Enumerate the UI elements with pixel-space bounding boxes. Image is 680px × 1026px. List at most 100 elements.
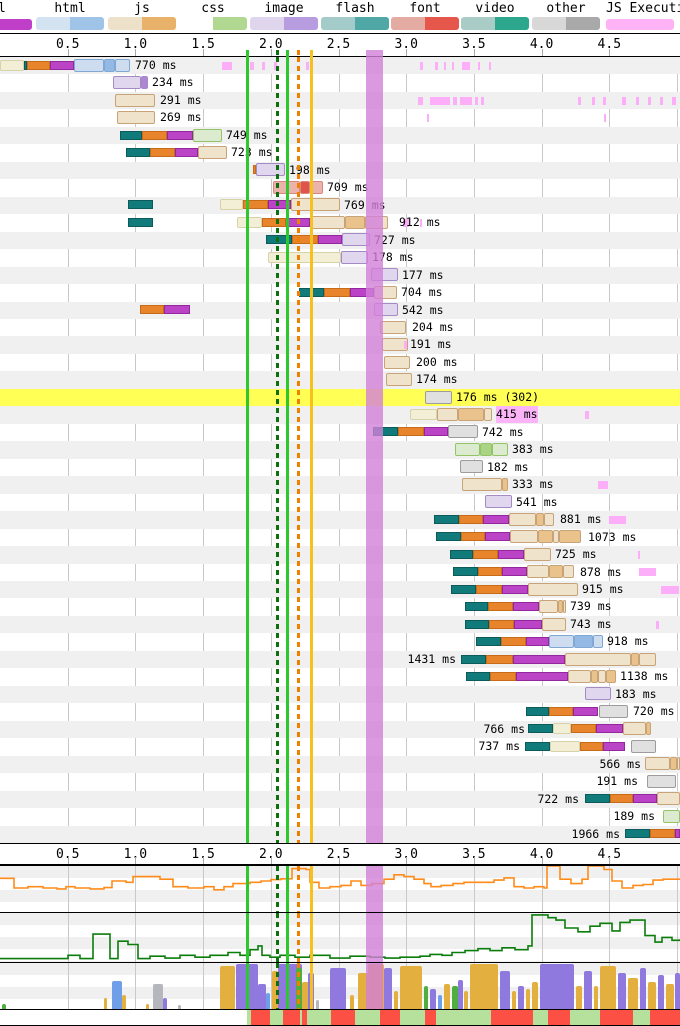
request-row[interactable]: 727 ms	[0, 231, 680, 250]
request-row[interactable]: 176 ms (302)	[0, 388, 680, 407]
request-time-label: 912 ms	[399, 215, 441, 230]
request-row[interactable]: 542 ms	[0, 301, 680, 319]
legend-swatch	[108, 17, 176, 30]
gridline	[203, 963, 204, 1009]
axis-tick-mark	[203, 49, 205, 56]
legend-swatch-dark	[284, 17, 318, 30]
request-row[interactable]: 333 ms	[0, 476, 680, 494]
request-row[interactable]: 918 ms	[0, 633, 680, 650]
request-row[interactable]: 1431 ms	[0, 650, 680, 669]
request-row[interactable]: 178 ms	[0, 249, 680, 266]
request-row[interactable]: 291 ms	[0, 91, 680, 110]
js-execution-mark	[598, 480, 608, 489]
request-bar-segment-js	[623, 722, 646, 736]
request-row[interactable]: 182 ms	[0, 459, 680, 476]
request-time-label: 177 ms	[402, 267, 444, 282]
request-row[interactable]: 1966 ms	[0, 825, 680, 843]
axis-tick-label: 1.5	[191, 37, 215, 52]
request-row[interactable]: 174 ms	[0, 371, 680, 389]
request-row[interactable]: 723 ms	[0, 144, 680, 161]
request-row[interactable]: 191 ms	[0, 336, 680, 354]
gridline	[135, 963, 136, 1009]
solid-event-line	[286, 866, 289, 912]
request-bar-segment-dns	[465, 619, 489, 629]
request-row[interactable]: 743 ms	[0, 615, 680, 634]
request-bar-segment-ssl	[675, 829, 680, 839]
request-bar-segment-other	[631, 739, 656, 753]
request-row[interactable]: 383 ms	[0, 441, 680, 459]
request-bar-segment-connect	[490, 672, 516, 682]
request-row[interactable]: 1073 ms	[0, 529, 680, 546]
request-row[interactable]: 704 ms	[0, 284, 680, 301]
purple-event-band	[366, 866, 383, 912]
request-row[interactable]: 204 ms	[0, 319, 680, 336]
js-execution-mark	[435, 61, 438, 70]
request-row[interactable]: 269 ms	[0, 109, 680, 126]
main-thread-spike-green	[452, 986, 458, 1009]
legend-swatch	[250, 17, 318, 30]
request-row[interactable]: 725 ms	[0, 546, 680, 564]
gridline	[203, 913, 204, 962]
js-execution-mark	[639, 568, 656, 577]
request-bar-segment-ssl	[485, 532, 510, 542]
gridline	[135, 913, 136, 962]
request-row[interactable]: 881 ms	[0, 511, 680, 529]
request-bar-segment-js	[510, 530, 538, 544]
task-strip-segment-green	[355, 1010, 380, 1025]
request-row[interactable]: 1138 ms	[0, 668, 680, 685]
js-execution-mark	[274, 61, 277, 70]
request-row[interactable]: 541 ms	[0, 494, 680, 511]
axis-tick-mark	[67, 49, 69, 56]
request-row[interactable]: 766 ms	[0, 720, 680, 739]
dashed-event-line	[297, 866, 300, 912]
gridline	[474, 913, 475, 962]
request-row[interactable]: 191 ms	[0, 773, 680, 790]
request-row[interactable]: 198 ms	[0, 161, 680, 180]
axis-tick-mark	[473, 857, 475, 864]
request-bar-segment-js	[639, 652, 656, 666]
request-row[interactable]: 737 ms	[0, 738, 680, 755]
request-row[interactable]: 722 ms	[0, 790, 680, 809]
request-bar-segment-js_d	[549, 565, 563, 579]
request-bar-segment-connect	[486, 654, 513, 664]
request-row[interactable]: 189 ms	[0, 808, 680, 825]
main-thread-spike-purple	[430, 989, 436, 1009]
request-row[interactable]: 739 ms	[0, 598, 680, 615]
request-bar-segment-ssl	[516, 672, 568, 682]
task-strip-segment-green	[307, 1010, 331, 1025]
request-bar-segment-dns	[476, 637, 501, 647]
request-row[interactable]: 183 ms	[0, 685, 680, 704]
main-thread-spike-gold	[666, 984, 674, 1009]
request-row[interactable]: 200 ms	[0, 354, 680, 371]
request-bar-segment-ssl	[268, 200, 291, 210]
main-thread-spike-purple	[584, 971, 592, 1009]
main-thread-spike-gold	[464, 991, 468, 1009]
main-thread-spike-gold	[400, 966, 422, 1009]
request-row[interactable]: 709 ms	[0, 179, 680, 196]
request-bar-segment-js	[568, 670, 591, 684]
request-row[interactable]: 415 ms	[0, 406, 680, 424]
axis-tick-label: 4.0	[529, 37, 554, 52]
request-row[interactable]: 915 ms	[0, 581, 680, 599]
request-bar-segment-dns	[266, 235, 292, 245]
js-execution-mark	[250, 61, 254, 70]
axis-tick-label: 2.0	[259, 847, 283, 862]
request-bar-segment-ssl	[167, 130, 193, 140]
request-row[interactable]: 769 ms	[0, 196, 680, 215]
main-thread-spike-gold	[526, 989, 530, 1009]
request-row[interactable]: 749 ms	[0, 126, 680, 145]
request-bar-segment-wait	[0, 59, 24, 71]
request-row[interactable]: 720 ms	[0, 703, 680, 720]
request-row[interactable]: 912 ms	[0, 214, 680, 231]
request-row[interactable]: 177 ms	[0, 266, 680, 285]
request-row[interactable]: 234 ms	[0, 74, 680, 91]
request-row[interactable]: 742 ms	[0, 424, 680, 441]
request-row[interactable]: 770 ms	[0, 57, 680, 75]
request-bar-segment-js_d	[502, 477, 508, 491]
js-execution-mark	[478, 61, 480, 70]
legend-swatch-light	[250, 17, 284, 30]
request-time-label: 182 ms	[487, 459, 529, 474]
request-bar-segment-css_d	[480, 442, 492, 456]
request-row[interactable]: 566 ms	[0, 755, 680, 774]
request-row[interactable]: 878 ms	[0, 564, 680, 581]
